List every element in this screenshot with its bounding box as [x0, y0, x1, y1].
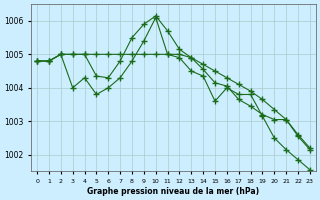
X-axis label: Graphe pression niveau de la mer (hPa): Graphe pression niveau de la mer (hPa): [87, 187, 260, 196]
